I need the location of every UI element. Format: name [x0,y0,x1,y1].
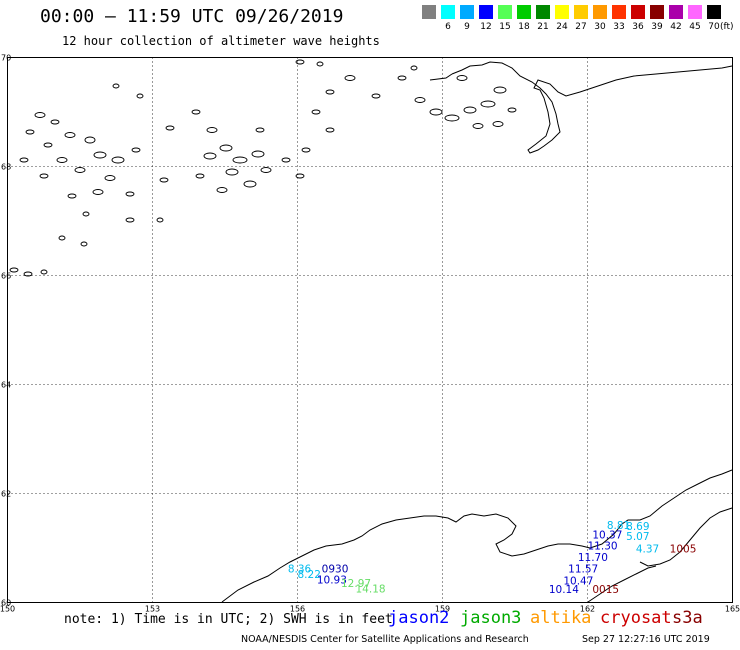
legend-swatch [422,5,436,19]
legend-swatch [441,5,455,19]
map-title: 00:00 – 11:59 UTC 09/26/2019 [40,6,344,27]
legend-label: 9 [464,22,470,32]
swh-label: 8.22 [298,569,321,581]
longitude-tick-label: 156 [290,605,305,614]
legend-label: 70 [708,22,720,32]
swh-label: 11.70 [578,552,608,564]
legend-swatch [460,5,474,19]
map-grid [7,57,733,603]
legend-swatch [707,5,721,19]
kamchatka-coast [587,565,657,603]
longitude-tick-label: 150 [0,605,15,614]
legend-label: 18 [518,22,530,32]
latitude-tick-label: 60 [1,599,11,608]
map-frame [7,57,733,603]
latitude-tick-label: 68 [1,163,11,172]
legend-swatch [555,5,569,19]
lakes [9,59,517,277]
latitude-tick-label: 66 [1,272,11,281]
swh-label: 0015 [592,584,619,596]
legend-swatch [612,5,626,19]
legend-label: 36 [632,22,644,32]
legend-label: 15 [499,22,511,32]
legend-swatch [479,5,493,19]
coastline [9,59,733,603]
legend-swatch [517,5,531,19]
latitude-tick-label: 62 [1,490,11,499]
longitude-tick-label: 162 [580,605,595,614]
legend-label: 30 [594,22,606,32]
arctic-coast-inlet [429,73,453,81]
swh-label: 5.07 [626,531,649,543]
satellite-name: cryosat [600,608,672,628]
longitude-tick-label: 153 [145,605,160,614]
swh-label: 11.57 [568,564,598,576]
swh-label: 8.36 [288,564,312,576]
swh-label: 8.69 [626,521,649,533]
latitude-tick-label: 70 [1,54,11,63]
legend-label: 42 [670,22,682,32]
legend-swatch [688,5,702,19]
legend-swatch [574,5,588,19]
footer-note: note: 1) Time is in UTC; 2) SWH is in fe… [64,612,393,627]
longitude-tick-label: 165 [725,605,740,614]
legend-label: 39 [651,22,663,32]
swh-label: 10.93 [317,574,347,586]
satellite-name: jason3 [460,608,522,628]
legend-label: 33 [613,22,625,32]
legend-swatch [650,5,664,19]
penzhina-bay-coast [639,507,733,567]
gizhiga-bay-coast [589,469,733,549]
swh-label: 4.37 [636,543,659,555]
longitude-tick-label: 159 [435,605,450,614]
legend-swatch [593,5,607,19]
generated-timestamp: Sep 27 12:27:16 UTC 2019 [582,634,710,645]
legend-swatch [631,5,645,19]
latitude-tick-label: 64 [1,381,11,390]
satellite-name: s3a [672,608,703,628]
swh-label: 8.81 [607,520,630,532]
satellite-name: jason2 [388,608,450,628]
legend-label: 45 [689,22,701,32]
legend-label: 21 [537,22,549,32]
credit-line: NOAA/NESDIS Center for Satellite Applica… [241,634,529,645]
legend-label: 12 [480,22,492,32]
legend-swatch [536,5,550,19]
swh-label: 1005 [670,543,697,555]
map-subtitle: 12 hour collection of altimeter wave hei… [62,34,380,48]
swh-label: 14.18 [356,584,386,596]
satellite-name: altika [530,608,592,628]
okhotsk-coast [221,513,591,603]
swh-label: 12.97 [341,578,371,590]
legend-swatch [669,5,683,19]
legend-swatch [498,5,512,19]
swh-label: 11.30 [588,541,618,553]
legend-label: 6 [445,22,451,32]
legend-label: 27 [575,22,587,32]
arctic-coast [451,61,733,154]
legend-label: 24 [556,22,568,32]
legend-unit: (ft) [720,22,734,32]
swh-label: 10.14 [549,584,579,596]
axis-tick-labels: 150 153 156 159 162 165 70 68 66 64 62 60 [0,54,740,614]
swh-label: 10.47 [563,576,593,588]
swh-label: 0930 [322,564,349,576]
swh-label: 10.37 [592,530,622,542]
